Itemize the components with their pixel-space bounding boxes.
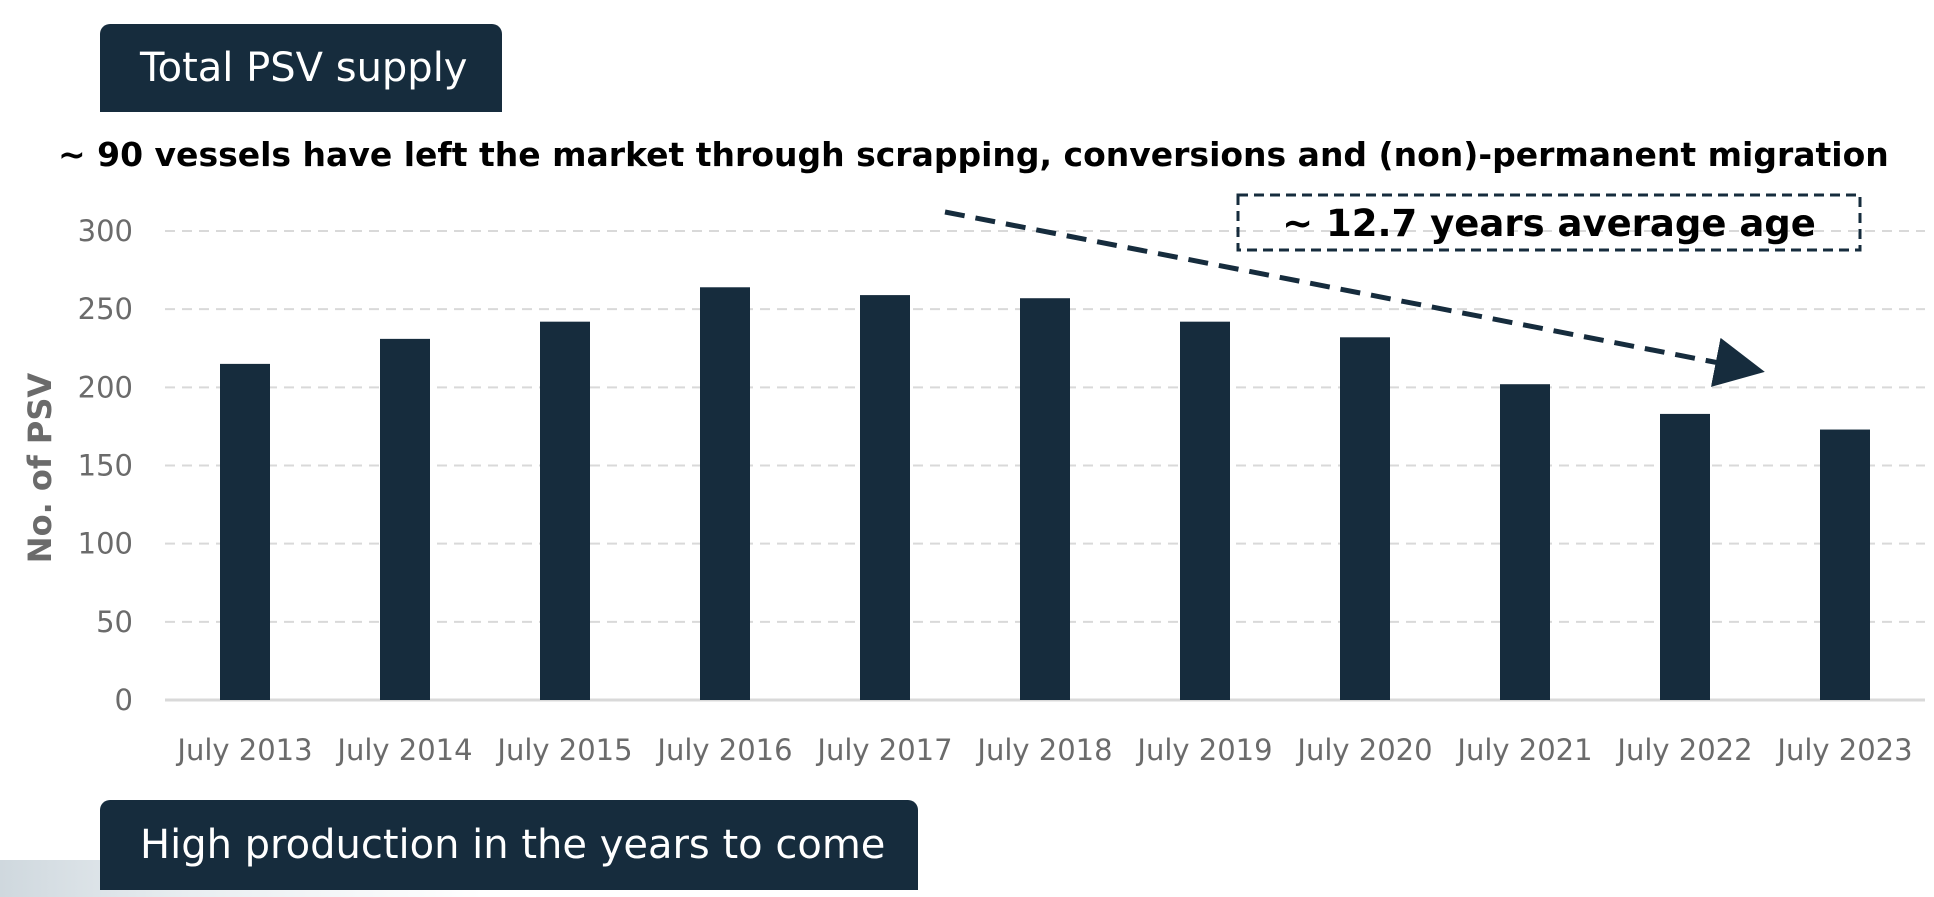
chart-headline: ~ 90 vessels have left the market throug…: [58, 135, 1889, 174]
section-header-high-production: High production in the years to come: [100, 800, 918, 890]
section-header-label: High production in the years to come: [140, 822, 886, 868]
bar: [220, 363, 270, 700]
y-axis-label: No. of PSV: [21, 373, 59, 564]
bar: [1180, 321, 1230, 700]
y-axis-ticks: 0 50 100 150 200 250 300: [78, 214, 133, 717]
bar: [1500, 384, 1550, 700]
bar: [1660, 413, 1710, 700]
bar: [380, 338, 430, 700]
y-tick-label: 250: [78, 292, 133, 326]
bar: [1820, 429, 1870, 700]
section-header-total-psv-supply: Total PSV supply: [100, 24, 502, 112]
bar: [540, 321, 590, 700]
x-tick-label: July 2023: [1775, 733, 1912, 767]
y-tick-label: 200: [78, 370, 133, 404]
x-tick-label: July 2016: [655, 733, 792, 767]
x-tick-label: July 2014: [335, 733, 472, 767]
x-tick-label: July 2017: [815, 733, 952, 767]
x-tick-label: July 2021: [1455, 733, 1592, 767]
bar: [700, 287, 750, 700]
annotation-box: [1236, 193, 1862, 252]
x-tick-label: July 2020: [1295, 733, 1432, 767]
x-tick-label: July 2022: [1615, 733, 1752, 767]
x-tick-label: July 2018: [975, 733, 1112, 767]
x-axis-ticks: July 2013 July 2014 July 2015 July 2016 July…: [175, 733, 1912, 767]
bar: [1340, 337, 1390, 700]
annotation-text: ~ 12.7 years average age: [1282, 202, 1816, 245]
x-tick-label: July 2015: [495, 733, 632, 767]
x-tick-label: July 2019: [1135, 733, 1272, 767]
bars: [220, 287, 1870, 700]
y-tick-label: 50: [96, 605, 133, 639]
y-tick-label: 300: [78, 214, 133, 248]
y-tick-label: 100: [78, 527, 133, 561]
section-header-label: Total PSV supply: [140, 45, 468, 91]
bar: [860, 295, 910, 700]
bar: [1020, 298, 1070, 700]
x-tick-label: July 2013: [175, 733, 312, 767]
trend-arrow: [944, 209, 1765, 387]
y-tick-label: 150: [78, 449, 133, 483]
y-tick-label: 0: [115, 683, 133, 717]
